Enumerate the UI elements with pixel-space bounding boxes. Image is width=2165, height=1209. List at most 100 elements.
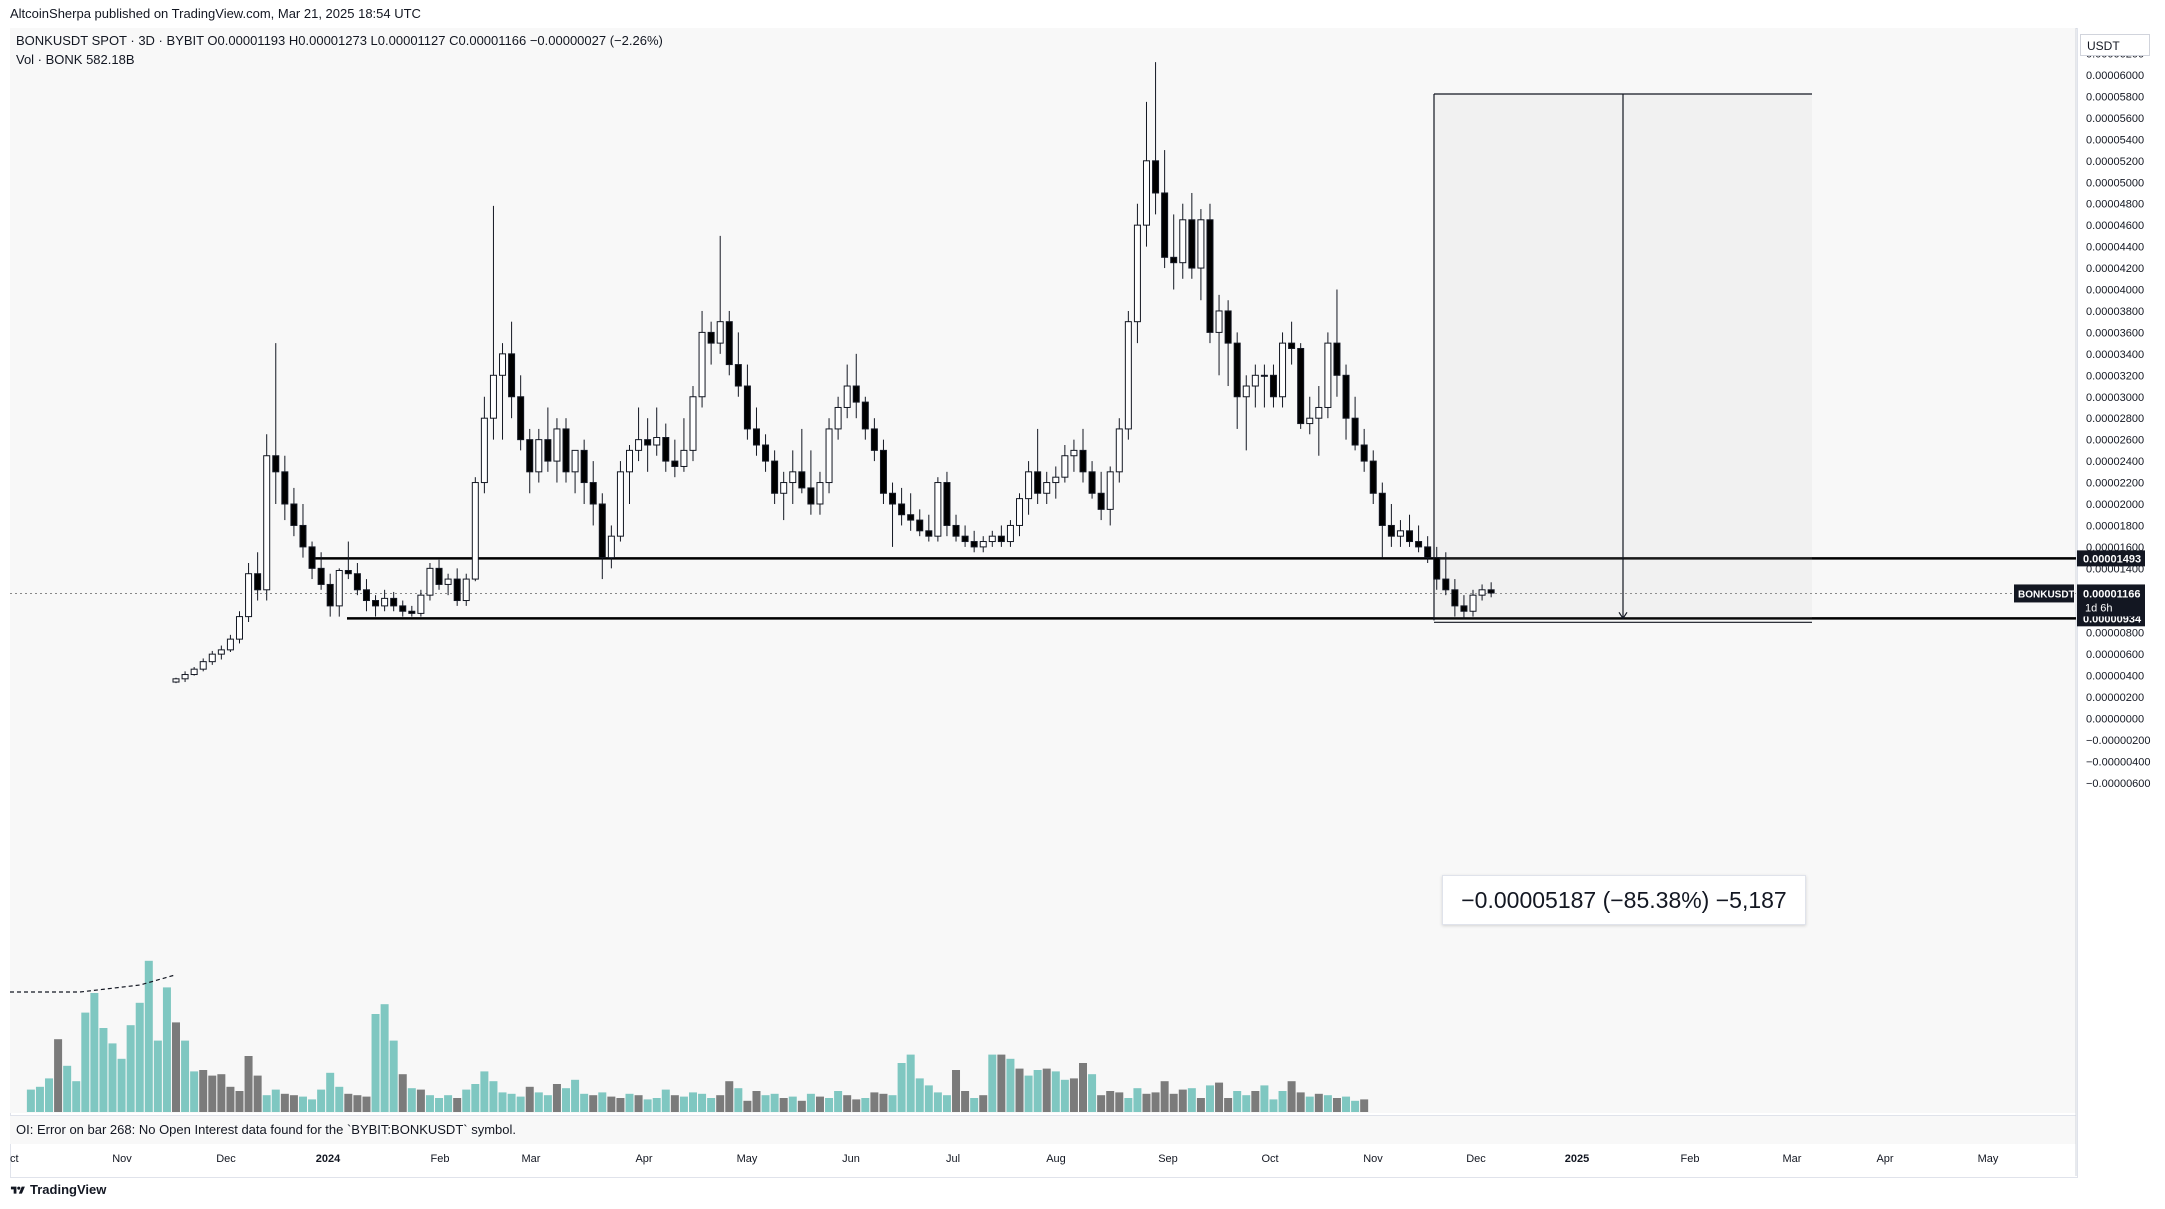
candle-body <box>489 374 497 419</box>
candle-body <box>254 573 262 591</box>
volume-bar <box>99 1028 108 1112</box>
volume-bar <box>453 1098 462 1112</box>
candle-body <box>961 535 969 543</box>
candle-body <box>245 573 253 618</box>
oi-pane <box>10 1115 2076 1144</box>
volume-bar <box>534 1092 543 1112</box>
candle-body <box>698 331 706 398</box>
candle-body <box>1206 219 1214 333</box>
volume-bar <box>933 1092 942 1112</box>
candle-body <box>1124 321 1132 430</box>
candle-body <box>1469 594 1477 612</box>
volume-bar <box>135 1002 144 1112</box>
volume-bar <box>761 1095 770 1112</box>
currency-selector[interactable]: USDT <box>2080 34 2150 56</box>
volume-bar <box>970 1098 979 1112</box>
price-tick-label: 0.00000800 <box>2086 628 2144 640</box>
volume-bar <box>571 1079 580 1112</box>
price-tick-label: 0.00003800 <box>2086 306 2144 318</box>
tradingview-footer[interactable]: TradingView <box>10 1182 106 1197</box>
price-tick-label: 0.00003400 <box>2086 349 2144 361</box>
volume-bar <box>797 1100 806 1112</box>
volume-bar <box>825 1098 834 1112</box>
price-tick-label: 0.00001800 <box>2086 520 2144 532</box>
date-tick-label: Apr <box>1876 1153 1893 1165</box>
volume-bar <box>144 960 153 1112</box>
candle-body <box>1025 471 1033 500</box>
resistance-price-tag-bg <box>2077 550 2145 567</box>
volume-bar <box>1215 1082 1224 1112</box>
candle-body <box>743 385 751 430</box>
volume-bar <box>407 1088 416 1112</box>
volume-bar <box>961 1091 970 1112</box>
tradingview-logo-icon <box>10 1186 25 1194</box>
price-tick-label: 0.00000600 <box>2086 649 2144 661</box>
candle-body <box>635 439 643 451</box>
volume-bar <box>371 1014 380 1112</box>
volume-bar <box>525 1086 534 1112</box>
date-tick-label: Oct <box>1261 1153 1278 1165</box>
candle-body <box>762 444 770 462</box>
volume-bar <box>1196 1098 1205 1112</box>
candle-body <box>997 535 1005 543</box>
candle-body <box>979 541 987 548</box>
candle-body <box>916 519 924 532</box>
volume-bar <box>489 1081 498 1112</box>
price-tick-label: 0.00002800 <box>2086 413 2144 425</box>
candle-body <box>816 482 824 505</box>
candle-body <box>562 428 570 473</box>
volume-bar <box>1251 1091 1260 1112</box>
candle-body <box>725 321 733 366</box>
date-tick-label: Sep <box>1158 1153 1178 1165</box>
price-tick-label: −0.00000400 <box>2086 756 2151 768</box>
plot-area[interactable] <box>10 28 2076 1113</box>
volume-legend: Vol · BONK 582.18B <box>16 52 135 67</box>
candle-body <box>825 428 833 484</box>
volume-bar <box>81 1012 90 1112</box>
volume-bar <box>598 1092 607 1112</box>
candle-body <box>1215 310 1223 333</box>
candle-body <box>889 492 897 505</box>
volume-bar <box>852 1099 861 1112</box>
candle-body <box>426 567 434 596</box>
volume-bar <box>253 1075 262 1112</box>
volume-bar <box>335 1086 344 1112</box>
candle-body <box>580 449 588 484</box>
volume-bar <box>643 1099 652 1112</box>
volume-bar <box>181 1040 190 1112</box>
volume-bar <box>1314 1093 1323 1112</box>
volume-bar <box>398 1074 407 1112</box>
candle-body <box>508 353 516 398</box>
volume-bar <box>362 1096 371 1112</box>
candle-body <box>607 535 615 559</box>
candle-body <box>752 428 760 446</box>
volume-bar <box>997 1054 1006 1112</box>
price-tick-label: 0.00002200 <box>2086 478 2144 490</box>
date-tick-label: ct <box>10 1153 19 1165</box>
volume-bar <box>117 1058 126 1112</box>
volume-bar <box>698 1093 707 1112</box>
candle-body <box>1306 417 1314 425</box>
price-tick-label: −0.00000200 <box>2086 735 2151 747</box>
date-tick-label: Nov <box>112 1153 132 1165</box>
date-tick-label: May <box>1978 1153 1999 1165</box>
candle-body <box>1415 541 1423 548</box>
candle-body <box>544 439 552 462</box>
candle-body <box>553 428 561 462</box>
candle-body <box>1251 374 1259 387</box>
volume-bar <box>126 1025 135 1112</box>
candle-body <box>644 439 652 446</box>
date-tick-label: Feb <box>1681 1153 1700 1165</box>
candle-body <box>1061 455 1069 478</box>
price-tick-label: 0.00005000 <box>2086 177 2144 189</box>
volume-bar <box>1097 1095 1106 1112</box>
volume-bar <box>235 1091 244 1112</box>
price-tick-label: 0.00004600 <box>2086 220 2144 232</box>
candle-body <box>526 439 534 473</box>
candle-body <box>626 449 633 473</box>
volume-bar <box>543 1095 552 1112</box>
volume-bar <box>843 1095 852 1112</box>
candle-body <box>934 482 942 537</box>
volume-bar <box>162 987 171 1112</box>
